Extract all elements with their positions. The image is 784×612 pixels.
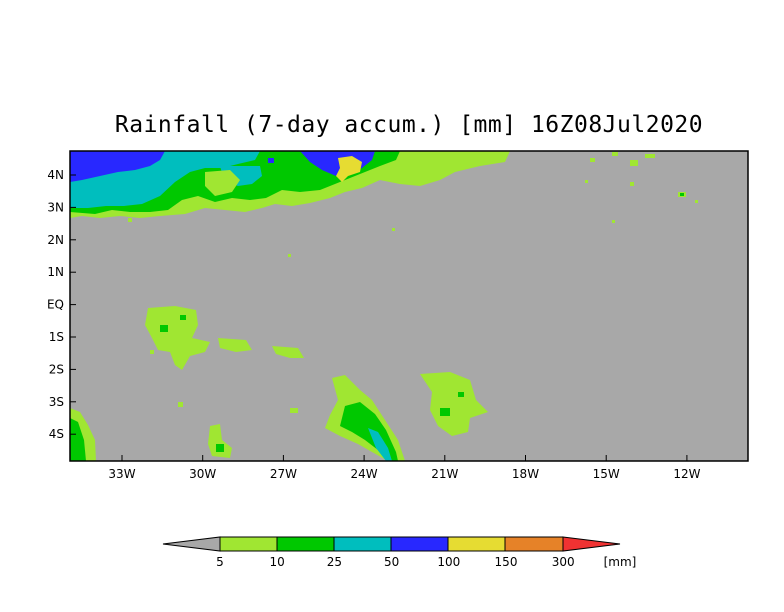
rain-band-north — [70, 151, 510, 218]
rain-area-blue — [70, 151, 165, 182]
rain-area-yellow — [336, 156, 362, 182]
colorbar-box-teal — [333, 536, 392, 552]
lon-tick-label: 33W — [108, 467, 135, 481]
lat-tick-label: 3N — [47, 200, 64, 214]
rain-band-south — [325, 375, 405, 461]
lon-tick-label: 12W — [673, 467, 700, 481]
colorbar-box-green — [276, 536, 335, 552]
map-panel — [69, 150, 749, 462]
rain-spot-green — [440, 408, 450, 416]
colorbar-label: 150 — [495, 555, 518, 569]
rain-spot-blue — [318, 156, 324, 162]
rain-speck — [150, 350, 154, 354]
colorbar-labels: 5 10 25 50 100 150 300 — [216, 555, 574, 569]
colorbar: 5 10 25 50 100 150 300 [mm] — [162, 536, 637, 569]
rain-area-lt-green — [272, 346, 304, 358]
colorbar-label: 50 — [384, 555, 399, 569]
rain-area-lt-green-2 — [205, 170, 240, 196]
rain-area-green — [70, 418, 86, 461]
colorbar-label: 25 — [327, 555, 342, 569]
colorbar-unit: [mm] — [604, 555, 637, 569]
rain-speck — [290, 408, 298, 413]
rain-speck-green — [680, 193, 684, 196]
lat-tick-label: EQ — [47, 298, 64, 312]
rain-area-lt-green — [218, 338, 252, 352]
lat-tick-label: 4S — [49, 427, 64, 441]
rain-patch-southwest — [70, 408, 232, 461]
rain-spot-green — [458, 392, 464, 397]
rain-area-lt-green — [145, 306, 210, 370]
rain-spot-green — [180, 315, 186, 320]
lat-tick-label: 1N — [47, 265, 64, 279]
rain-area-lt-green — [208, 424, 232, 458]
lat-tick-label: 2S — [49, 362, 64, 376]
colorbar-label: 100 — [437, 555, 460, 569]
rain-patch-west — [145, 306, 304, 413]
colorbar-label: 300 — [552, 555, 575, 569]
rain-spot-green — [160, 325, 168, 332]
lon-tick-label: 21W — [431, 467, 458, 481]
lon-tick-label: 24W — [351, 467, 378, 481]
lat-tick-label: 4N — [47, 168, 64, 182]
lat-tick-label: 2N — [47, 233, 64, 247]
rain-spot-green — [216, 444, 224, 452]
colorbar-box-lt-green — [219, 536, 278, 552]
rain-area-teal — [368, 428, 392, 461]
lat-tick-label: 1S — [49, 330, 64, 344]
colorbar-label: 10 — [270, 555, 285, 569]
lon-tick-label: 27W — [270, 467, 297, 481]
longitude-axis: 33W 30W 27W 24W 21W 18W 15W 12W — [108, 455, 701, 481]
lon-tick-label: 18W — [512, 467, 539, 481]
lon-tick-label: 15W — [593, 467, 620, 481]
lat-tick-label: 3S — [49, 395, 64, 409]
latitude-axis: 4N 3N 2N 1N EQ 1S 2S 3S 4S — [47, 168, 76, 441]
colorbar-box-yellow — [447, 536, 506, 552]
rain-speck — [178, 402, 183, 407]
map-title: Rainfall (7-day accum.) [mm] 16Z08Jul202… — [114, 112, 704, 138]
colorbar-label: 5 — [216, 555, 224, 569]
rain-area-lt-green — [420, 372, 488, 436]
rain-patch-east — [420, 372, 488, 436]
rain-spot-blue — [268, 158, 274, 163]
map-frame — [69, 150, 749, 462]
colorbar-box-orange — [504, 536, 564, 552]
colorbar-high-triangle — [562, 536, 621, 552]
colorbar-box-blue — [390, 536, 449, 552]
colorbar-low-triangle — [162, 536, 221, 552]
lon-tick-label: 30W — [189, 467, 216, 481]
